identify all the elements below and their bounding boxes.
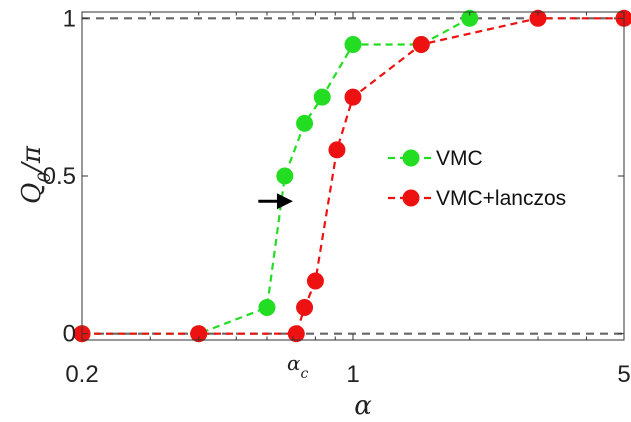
data-point (328, 141, 346, 159)
legend-label: VMC (436, 147, 483, 170)
arrow-annotation (258, 193, 293, 210)
y-tick-label: 0 (63, 321, 76, 348)
data-point (276, 167, 294, 185)
reference-lines (82, 17, 624, 335)
plot-frame (81, 11, 625, 341)
data-point (296, 299, 314, 317)
y-axis-label-sub: 0 (35, 172, 55, 183)
data-point (287, 325, 305, 343)
data-point (313, 88, 331, 106)
y-axis-label-main: Q (17, 183, 47, 204)
x-tick-label: 0.2 (65, 361, 98, 388)
x-tick-label: 5 (617, 361, 630, 388)
legend-entry: VMC+lanczos (388, 187, 566, 210)
data-point (296, 114, 314, 132)
data-point (529, 9, 547, 27)
data-point (412, 35, 430, 53)
legend: VMC VMC+lanczos (388, 147, 566, 210)
y-tick-label: 0.5 (43, 163, 76, 190)
alpha-c-sub: c (301, 366, 309, 382)
arrow-head (276, 193, 293, 210)
alpha-c-main: α (287, 351, 301, 375)
legend-marker (402, 149, 420, 167)
y-axis-label-tail: /π (17, 145, 47, 175)
legend-entry: VMC (388, 147, 483, 170)
series-line (82, 17, 471, 335)
data-point (461, 9, 479, 27)
legend-label: VMC+lanczos (436, 187, 566, 210)
series-line (82, 17, 624, 335)
data-point (306, 272, 324, 290)
series-vmc-lanczos (73, 9, 631, 343)
data-point (258, 299, 276, 317)
data-point (190, 325, 208, 343)
y-axis-label: Q0/π (17, 145, 55, 204)
series-layer (73, 9, 631, 343)
x-axis-label: α (354, 391, 372, 421)
series-vmc (73, 9, 479, 343)
x-tick-label: 1 (346, 361, 359, 388)
legend-marker (402, 189, 420, 207)
data-point (344, 88, 362, 106)
axis-ticks: 0.2 1 5 0 0.5 1 (43, 5, 631, 388)
y-tick-label: 1 (63, 5, 76, 32)
alpha-c-label: αc (287, 351, 309, 382)
data-point (344, 35, 362, 53)
